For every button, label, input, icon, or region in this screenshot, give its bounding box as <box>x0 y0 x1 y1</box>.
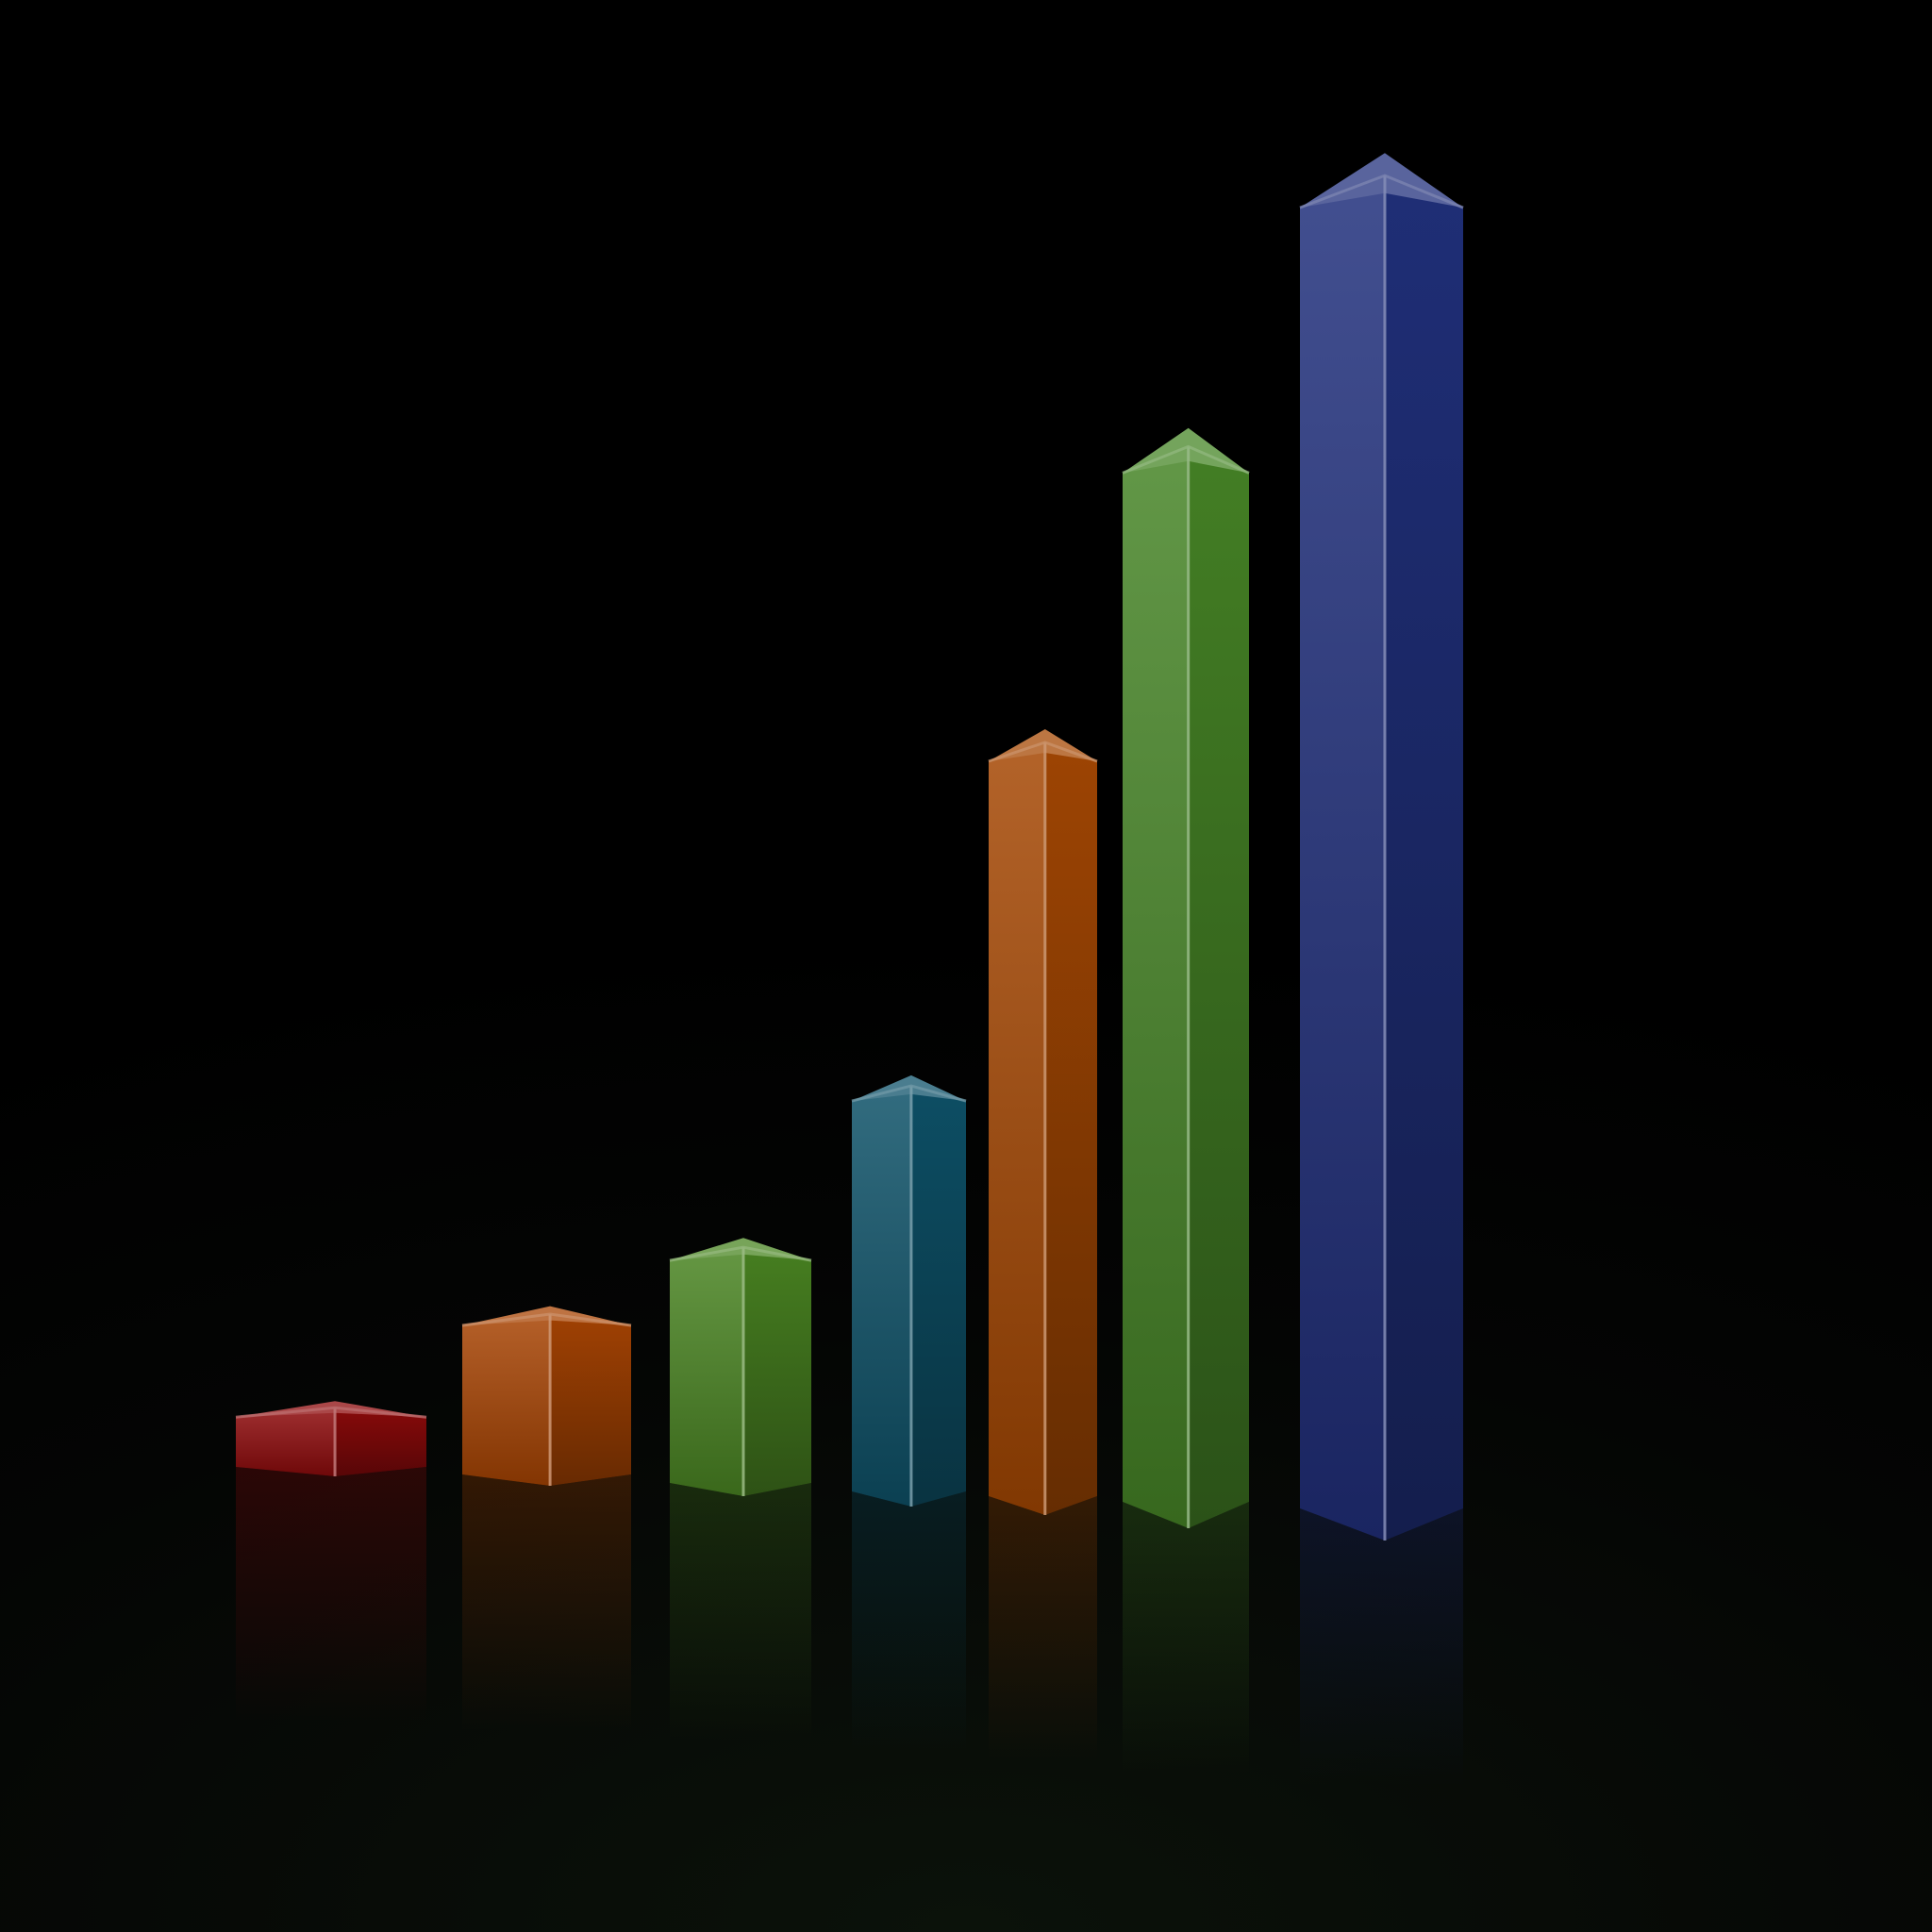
bar-right-face <box>1188 446 1249 1528</box>
bar-top-rim <box>669 1245 812 1262</box>
bars-group <box>235 153 1464 1541</box>
bar-reflection <box>236 1467 426 1722</box>
bar-top-rim <box>235 1406 427 1419</box>
floor-reflections <box>236 1467 1463 1786</box>
bar <box>235 1401 427 1476</box>
bar-left-face <box>236 1407 336 1476</box>
bar-reflection <box>670 1483 811 1741</box>
bar-reflection <box>1123 1502 1249 1774</box>
bar-top-rim <box>988 741 1098 763</box>
bar-top-rim <box>1299 174 1464 209</box>
bar-reflection <box>852 1491 966 1752</box>
bar-left-face <box>852 1086 911 1507</box>
bar-reflection <box>462 1474 631 1731</box>
bar <box>1122 427 1250 1528</box>
bar-top-rim <box>461 1312 632 1327</box>
bar-left-face <box>670 1247 743 1496</box>
bar-reflection <box>1300 1508 1463 1786</box>
bar-right-face <box>743 1247 811 1496</box>
bar-right-face <box>550 1314 631 1486</box>
bar-reflection <box>989 1496 1097 1760</box>
bar-right-face <box>335 1407 426 1476</box>
bar <box>988 729 1098 1515</box>
bar-top-face <box>1300 153 1463 208</box>
bar-left-face <box>989 742 1045 1515</box>
bar <box>669 1238 812 1496</box>
bar-top-rim <box>1122 444 1250 475</box>
bar <box>1299 153 1464 1541</box>
bar-left-face <box>462 1314 551 1486</box>
bar <box>461 1306 632 1486</box>
bar-left-face <box>1123 446 1189 1528</box>
bar-left-face <box>1300 175 1385 1541</box>
bar <box>851 1074 967 1507</box>
bar-right-face <box>910 1086 966 1507</box>
bar-right-face <box>1044 742 1097 1515</box>
bar-right-face <box>1384 175 1463 1541</box>
bar-top-rim <box>851 1084 967 1103</box>
